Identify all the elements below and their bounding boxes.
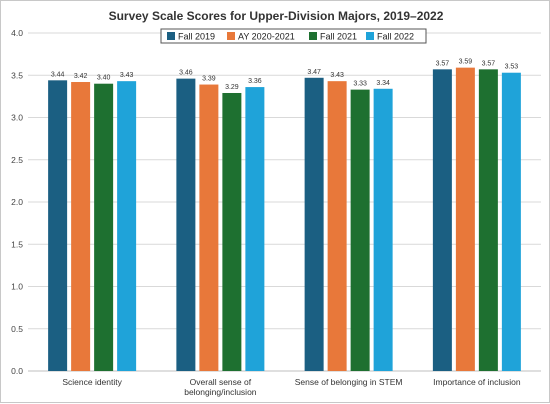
- bar: [71, 82, 91, 371]
- data-label: 3.29: [225, 84, 239, 91]
- y-tick-label: 4.0: [11, 28, 23, 38]
- y-tick-label: 1.0: [11, 282, 23, 292]
- legend-swatch: [309, 32, 317, 40]
- bar: [245, 87, 265, 371]
- data-label: 3.44: [51, 71, 65, 78]
- bar: [478, 69, 498, 372]
- data-label: 3.34: [376, 80, 390, 87]
- y-tick-label: 3.5: [11, 70, 23, 80]
- bar: [117, 81, 137, 371]
- data-label: 3.57: [436, 60, 450, 67]
- y-tick-label: 0.0: [11, 366, 23, 376]
- data-label: 3.40: [97, 75, 111, 82]
- legend: Fall 2019 AY 2020-2021 Fall 2021 Fall 2022: [160, 28, 427, 44]
- bar: [327, 81, 347, 371]
- bar: [304, 77, 324, 371]
- x-tick-label: Importance of inclusion: [433, 377, 521, 387]
- bar: [222, 92, 242, 372]
- data-label: 3.46: [179, 70, 193, 77]
- data-label: 3.39: [202, 76, 216, 83]
- data-labels: 3.44 3.42 3.40 3.43 3.46 3.39 3.29 3.36 3.47 3.43…: [51, 59, 518, 91]
- bar: [48, 80, 68, 371]
- data-label: 3.53: [505, 64, 519, 71]
- bars: [48, 67, 521, 372]
- y-tick-label: 0.5: [11, 324, 23, 334]
- x-tick-label: Sense of belonging in STEM: [295, 377, 403, 387]
- y-tick-label: 3.0: [11, 113, 23, 123]
- bar: [350, 89, 370, 372]
- legend-swatch: [167, 32, 175, 40]
- bar: [373, 88, 393, 372]
- data-label: 3.43: [330, 72, 344, 79]
- chart-title: Survey Scale Scores for Upper-Division M…: [109, 9, 444, 23]
- bar: [176, 78, 196, 371]
- legend-label: Fall 2019: [178, 32, 215, 42]
- legend-swatch: [227, 32, 235, 40]
- data-label: 3.42: [74, 73, 88, 80]
- x-tick-label: belonging/inclusion: [184, 387, 257, 397]
- legend-swatch: [366, 32, 374, 40]
- x-tick-label: Science identity: [62, 377, 122, 387]
- data-label: 3.36: [248, 78, 262, 85]
- legend-label: Fall 2021: [320, 32, 357, 42]
- bar: [432, 69, 452, 372]
- data-label: 3.47: [307, 69, 321, 76]
- bar: [455, 67, 475, 372]
- x-tick-label: Overall sense of: [190, 377, 252, 387]
- data-label: 3.43: [120, 72, 134, 79]
- legend-label: Fall 2022: [377, 32, 414, 42]
- data-label: 3.59: [459, 59, 473, 66]
- axes: 0.0 0.5 1.0 1.5 2.0 2.5 3.0 3.5 4.0 Science ident…: [11, 28, 541, 397]
- bar: [199, 84, 219, 372]
- y-tick-label: 1.5: [11, 239, 23, 249]
- y-tick-label: 2.5: [11, 155, 23, 165]
- data-label: 3.57: [482, 60, 496, 67]
- legend-label: AY 2020-2021: [238, 32, 295, 42]
- bar: [94, 83, 114, 371]
- data-label: 3.33: [353, 81, 367, 88]
- bar: [501, 72, 521, 371]
- y-tick-label: 2.0: [11, 197, 23, 207]
